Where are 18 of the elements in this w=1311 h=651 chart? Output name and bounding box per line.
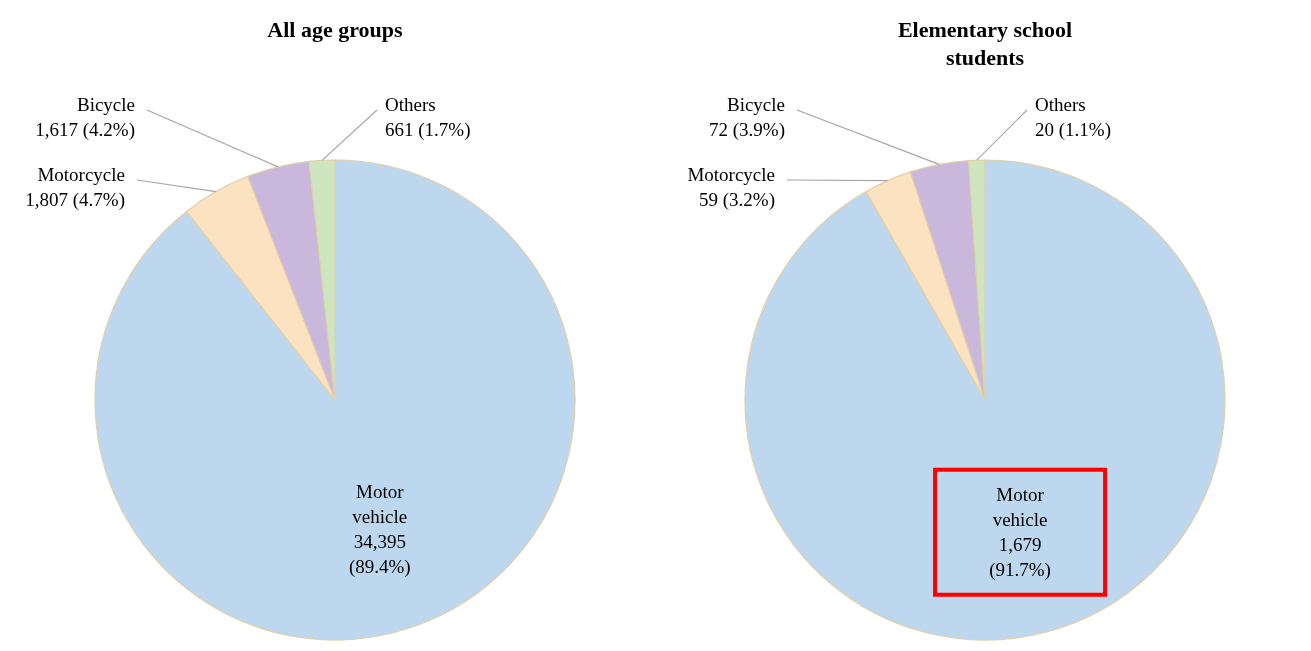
slice-label: Motorcycle: [687, 164, 775, 185]
slice-label: Others: [1035, 94, 1086, 115]
slice-label: Bicycle: [726, 94, 785, 115]
data-label: 20 (1.1%): [1035, 119, 1111, 141]
data-label: 72 (3.9%): [709, 119, 785, 141]
data-label: 1,807 (4.7%): [25, 189, 125, 211]
data-label: 59 (3.2%): [699, 189, 775, 211]
data-label: 1,679 (91.7%): [989, 533, 1051, 581]
slice-label: Bicycle: [76, 94, 135, 115]
data-label: 34,395 (89.4%): [348, 530, 411, 578]
slice-label: Motorcycle: [37, 164, 125, 185]
chart-title: All age groups: [267, 17, 404, 42]
slice-label: Others: [385, 94, 436, 115]
slice-label: Motor vehicle: [992, 483, 1048, 530]
data-label: 1,617 (4.2%): [35, 119, 135, 141]
chart-title: Elementary school students: [897, 17, 1073, 70]
data-label: 661 (1.7%): [385, 119, 471, 141]
slice-label: Motor vehicle: [352, 480, 408, 527]
